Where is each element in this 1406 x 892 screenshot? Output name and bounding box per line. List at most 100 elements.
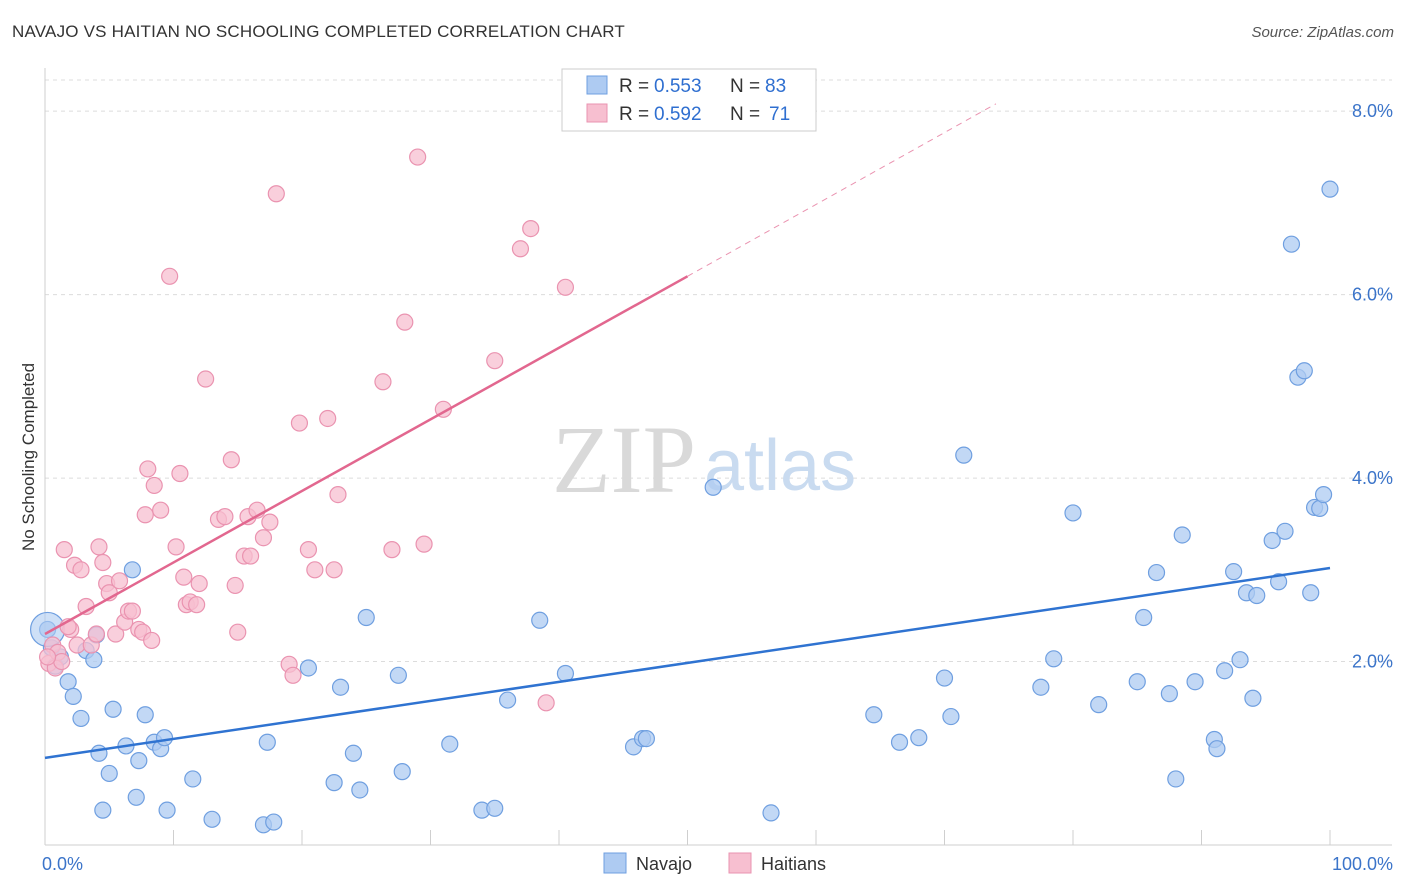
haitian-point-40 xyxy=(222,451,240,469)
navajo-point-30 xyxy=(331,678,350,696)
navajo-point-12 xyxy=(90,744,108,762)
y-tick-label-0: 2.0% xyxy=(1352,652,1393,672)
haitian-trend-line xyxy=(44,275,689,636)
navajo-point-65 xyxy=(1208,740,1226,758)
chart-title: NAVAJO VS HAITIAN NO SCHOOLING COMPLETED… xyxy=(12,22,625,41)
navajo-point-68 xyxy=(1231,651,1249,669)
haitian-point-24 xyxy=(136,506,154,524)
navajo-point-32 xyxy=(351,781,369,799)
navajo-point-63 xyxy=(1186,673,1204,691)
x-tick-labels: 0.0% 100.0% xyxy=(42,854,1393,874)
haitian-point-25 xyxy=(139,460,157,478)
navajo-point-7 xyxy=(85,651,103,669)
navajo-point-55 xyxy=(1064,504,1082,522)
haitian-point-35 xyxy=(188,596,206,614)
y-tick-label-3: 8.0% xyxy=(1352,101,1393,121)
navajo-point-46 xyxy=(762,804,780,822)
haitian-point-52 xyxy=(290,414,309,432)
navajo-series-label: Navajo xyxy=(636,854,692,874)
navajo-point-31 xyxy=(344,744,362,762)
haitian-point-56 xyxy=(325,561,343,579)
haitian-point-65 xyxy=(511,240,530,258)
navajo-point-40 xyxy=(531,611,549,629)
haitian-point-32 xyxy=(175,568,193,586)
haitian-point-9 xyxy=(72,561,90,579)
navajo-point-57 xyxy=(1128,673,1146,691)
haitian-point-54 xyxy=(306,561,324,579)
navajo-point-66 xyxy=(1216,662,1234,680)
navajo-point-54 xyxy=(1045,650,1063,668)
navajo-point-36 xyxy=(441,735,459,753)
navajo-point-27 xyxy=(265,813,283,831)
watermark: ZIP atlas xyxy=(552,406,856,513)
watermark-zip: ZIP xyxy=(552,406,696,513)
navajo-point-75 xyxy=(1282,235,1301,253)
navajo-point-29 xyxy=(325,774,343,792)
haitian-point-69 xyxy=(38,648,57,666)
navajo-point-15 xyxy=(130,752,148,770)
haitian-point-18 xyxy=(110,572,129,590)
haitian-point-12 xyxy=(87,625,106,643)
haitian-trend-extension xyxy=(687,103,997,277)
navajo-point-53 xyxy=(1032,678,1050,696)
haitian-point-31 xyxy=(171,464,189,483)
navajo-point-77 xyxy=(1295,362,1313,380)
navajo-legend-swatch xyxy=(586,75,608,95)
grid xyxy=(45,79,1392,663)
haitian-point-67 xyxy=(537,694,555,712)
watermark-atlas: atlas xyxy=(704,426,856,506)
haitian-point-29 xyxy=(161,267,179,285)
navajo-point-16 xyxy=(136,706,154,724)
navajo-point-59 xyxy=(1147,563,1166,582)
navajo-series-swatch xyxy=(603,852,627,874)
navajo-point-34 xyxy=(389,666,407,684)
haitian-points xyxy=(38,148,575,712)
navajo-r-label: R = xyxy=(619,76,649,97)
navajo-point-5 xyxy=(64,687,82,706)
navajo-point-10 xyxy=(104,700,122,718)
haitian-point-51 xyxy=(284,666,302,684)
navajo-point-67 xyxy=(1225,563,1243,581)
haitian-point-53 xyxy=(299,541,318,559)
navajo-point-47 xyxy=(865,706,883,724)
haitian-point-41 xyxy=(226,576,244,595)
haitian-point-55 xyxy=(319,409,337,428)
navajo-point-9 xyxy=(72,709,90,728)
haitian-series-label: Haitians xyxy=(761,854,826,874)
navajo-point-19 xyxy=(155,729,174,747)
haitian-point-42 xyxy=(229,623,247,641)
trend-lines xyxy=(44,103,1331,760)
haitian-point-48 xyxy=(261,513,279,531)
haitian-series-swatch xyxy=(728,852,752,874)
haitian-point-14 xyxy=(94,553,112,572)
haitian-point-62 xyxy=(415,535,433,553)
navajo-trend-line xyxy=(44,566,1331,760)
x-tick-label-1: 100.0% xyxy=(1332,854,1393,874)
navajo-point-25 xyxy=(258,733,276,751)
navajo-point-60 xyxy=(1160,685,1178,703)
navajo-n-value: 83 xyxy=(765,76,786,97)
navajo-point-23 xyxy=(184,770,202,788)
series-legend: Navajo Haitians xyxy=(603,852,826,874)
haitian-point-26 xyxy=(143,631,161,650)
navajo-point-38 xyxy=(486,799,504,817)
y-tick-label-2: 6.0% xyxy=(1352,285,1393,305)
navajo-point-28 xyxy=(299,659,318,677)
navajo-point-82 xyxy=(1321,180,1339,198)
haitian-point-30 xyxy=(167,538,185,556)
haitian-point-17 xyxy=(107,625,125,643)
haitian-r-label: R = xyxy=(619,104,649,125)
y-tick-labels: 2.0% 4.0% 6.0% 8.0% xyxy=(1352,101,1393,671)
haitian-n-label: N = xyxy=(730,104,760,125)
source-label: Source: ZipAtlas.com xyxy=(1251,24,1394,41)
navajo-point-50 xyxy=(935,669,954,687)
navajo-point-70 xyxy=(1244,689,1262,707)
navajo-point-74 xyxy=(1269,573,1288,591)
navajo-point-24 xyxy=(203,810,221,828)
haitian-point-47 xyxy=(254,529,273,547)
navajo-point-78 xyxy=(1302,584,1320,602)
haitian-point-66 xyxy=(522,219,540,238)
y-tick-label-1: 4.0% xyxy=(1352,468,1393,488)
navajo-point-13 xyxy=(100,764,118,783)
